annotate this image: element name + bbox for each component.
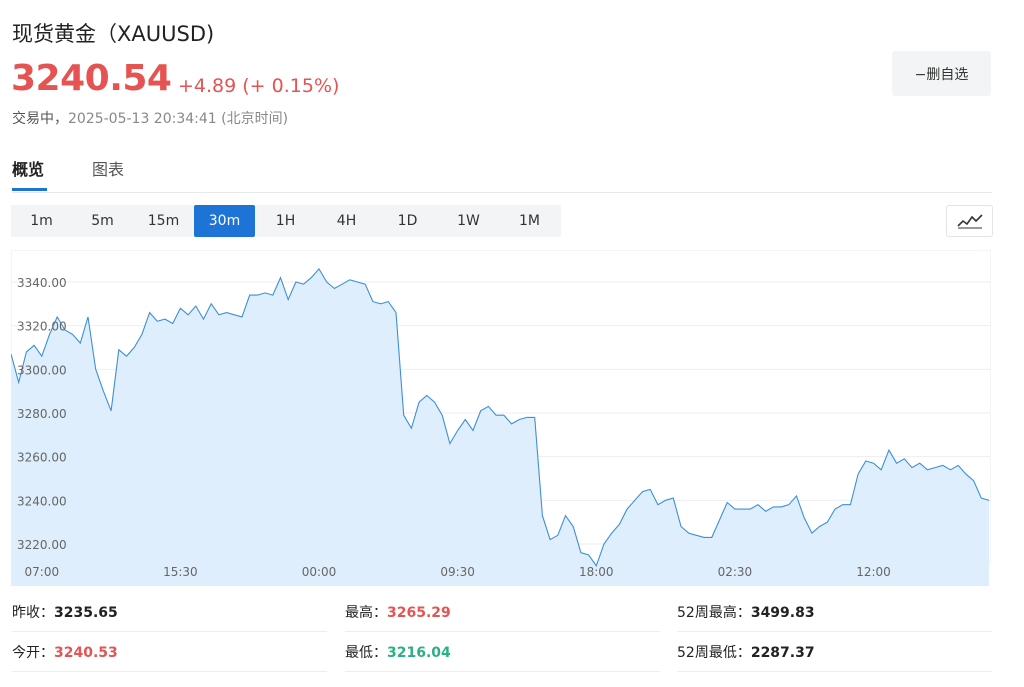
x-tick-label: 18:00 [579, 565, 614, 579]
remove-watchlist-button[interactable]: −删自选 [892, 51, 991, 96]
period-15m[interactable]: 15m [147, 213, 180, 229]
tab-chart[interactable]: 图表 [92, 160, 125, 179]
period-selector: 1m 5m 15m 30m 1H 4H 1D 1W 1M [11, 205, 561, 237]
price-area [11, 268, 989, 586]
prev-close-label: 昨收： [12, 605, 54, 621]
stats-row: 今开：3240.53 最低：3216.04 52周最低：2287.37 [12, 632, 992, 672]
y-tick-label: 3300.00 [17, 363, 67, 377]
divider [345, 631, 660, 632]
wk52-low-label: 52周最低： [677, 645, 751, 661]
open-stat: 今开：3240.53 [12, 642, 118, 662]
wk52-low-stat: 52周最低：2287.37 [677, 642, 815, 662]
divider [345, 671, 660, 672]
instrument-title: 现货黄金（XAUUSD) [12, 22, 215, 46]
open-label: 今开： [12, 645, 54, 661]
period-5m[interactable]: 5m [91, 213, 114, 229]
x-tick-label: 02:30 [718, 565, 753, 579]
period-30m[interactable]: 30m [194, 205, 255, 237]
price-chart-svg: 3220.00 3240.00 3260.00 3280.00 3300.00 3320.… [11, 250, 991, 586]
wk52-low-value: 2287.37 [750, 645, 815, 661]
price-change: +4.89 (+ 0.15%) [178, 75, 340, 97]
line-chart-icon [956, 214, 983, 229]
wk52-high-stat: 52周最高：3499.83 [677, 602, 815, 622]
stats-row: 昨收：3235.65 最高：3265.29 52周最高：3499.83 [12, 592, 992, 632]
quote-timestamp: 2025-05-13 20:34:41 (北京时间) [68, 111, 289, 127]
high-value: 3265.29 [387, 605, 451, 621]
period-1d[interactable]: 1D [397, 213, 418, 229]
trading-status: 交易中，2025-05-13 20:34:41 (北京时间) [12, 108, 288, 128]
divider [677, 631, 992, 632]
chart-type-button[interactable] [946, 205, 993, 237]
x-tick-label: 00:00 [302, 565, 337, 579]
prev-close-value: 3235.65 [54, 605, 118, 621]
wk52-high-value: 3499.83 [750, 605, 815, 621]
divider [12, 631, 327, 632]
y-tick-label: 3280.00 [17, 407, 67, 421]
x-tick-label: 09:30 [440, 565, 475, 579]
current-price: 3240.54 [11, 58, 172, 99]
high-label: 最高： [345, 605, 387, 621]
x-tick-label: 12:00 [856, 565, 891, 579]
open-value: 3240.53 [54, 645, 118, 661]
high-stat: 最高：3265.29 [345, 602, 451, 622]
y-tick-label: 3260.00 [17, 451, 67, 465]
main-tabs: 概览 图表 [12, 154, 992, 193]
low-stat: 最低：3216.04 [345, 642, 451, 662]
active-tab-indicator [12, 188, 47, 191]
y-tick-label: 3340.00 [17, 276, 67, 290]
price-chart[interactable]: 3220.00 3240.00 3260.00 3280.00 3300.00 3320.… [11, 250, 991, 586]
x-tick-label: 07:00 [25, 565, 60, 579]
price-line [11, 267, 990, 567]
y-tick-label: 3220.00 [17, 538, 67, 552]
period-1h[interactable]: 1H [275, 213, 296, 229]
divider [12, 671, 327, 672]
low-label: 最低： [345, 645, 387, 661]
period-1w[interactable]: 1W [457, 213, 480, 229]
period-1m[interactable]: 1m [30, 213, 53, 229]
status-label: 交易中， [12, 111, 68, 127]
period-1mo[interactable]: 1M [519, 213, 540, 229]
wk52-high-label: 52周最高： [677, 605, 751, 621]
low-value: 3216.04 [387, 645, 451, 661]
prev-close-stat: 昨收：3235.65 [12, 602, 118, 622]
period-4h[interactable]: 4H [336, 213, 357, 229]
y-tick-label: 3320.00 [17, 320, 67, 334]
divider [677, 671, 992, 672]
tab-overview[interactable]: 概览 [12, 160, 45, 179]
y-tick-label: 3240.00 [17, 494, 67, 508]
x-tick-label: 15:30 [163, 565, 198, 579]
